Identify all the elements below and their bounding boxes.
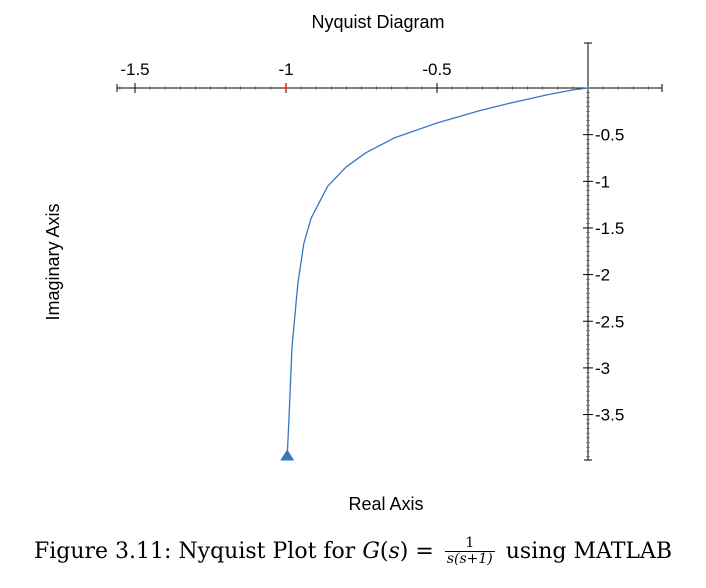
caption-fraction: 1 s(s+1) [444,535,495,568]
x-axis-title: Real Axis [348,494,423,514]
y-tick-label: -2.5 [595,312,624,331]
y-tick-label: -3 [595,359,610,378]
caption-suffix: using MATLAB [505,538,673,564]
figure-caption: Figure 3.11: Nyquist Plot for G(s) = 1 s(… [33,535,673,568]
x-tick-label: -1.5 [120,60,149,79]
caption-denominator: s(s+1) [446,551,493,568]
y-tick-label: -1.5 [595,219,624,238]
caption-function-name: G [362,538,380,564]
x-ticks: -2.5-2-1.5-1-0.5 [116,60,663,93]
x-tick-label: -0.5 [422,60,451,79]
minor-ticks [119,86,649,457]
nyquist-chart: Nyquist Diagram -2.5-2-1.5-1-0.5 -0.5-1-… [43,12,663,514]
series-layer [280,84,589,461]
caption-prefix: Figure 3.11: Nyquist Plot for [33,538,356,564]
caption-variable: s [388,538,400,564]
chart-title: Nyquist Diagram [311,12,444,32]
y-tick-label: -1 [595,172,610,191]
direction-arrow [280,449,295,461]
y-tick-label: -3.5 [595,406,624,425]
y-axis-title: Imaginary Axis [43,203,63,320]
caption-numerator: 1 [444,535,495,553]
nyquist-curve [286,87,589,457]
y-tick-label: -2 [595,266,610,285]
caption-equals: = [415,538,434,564]
y-ticks: -0.5 -1 -1.5 -2 -2.5 -3 -3.5 [583,42,624,461]
x-tick-label: -1 [278,60,293,79]
y-tick-label: -0.5 [595,126,624,145]
